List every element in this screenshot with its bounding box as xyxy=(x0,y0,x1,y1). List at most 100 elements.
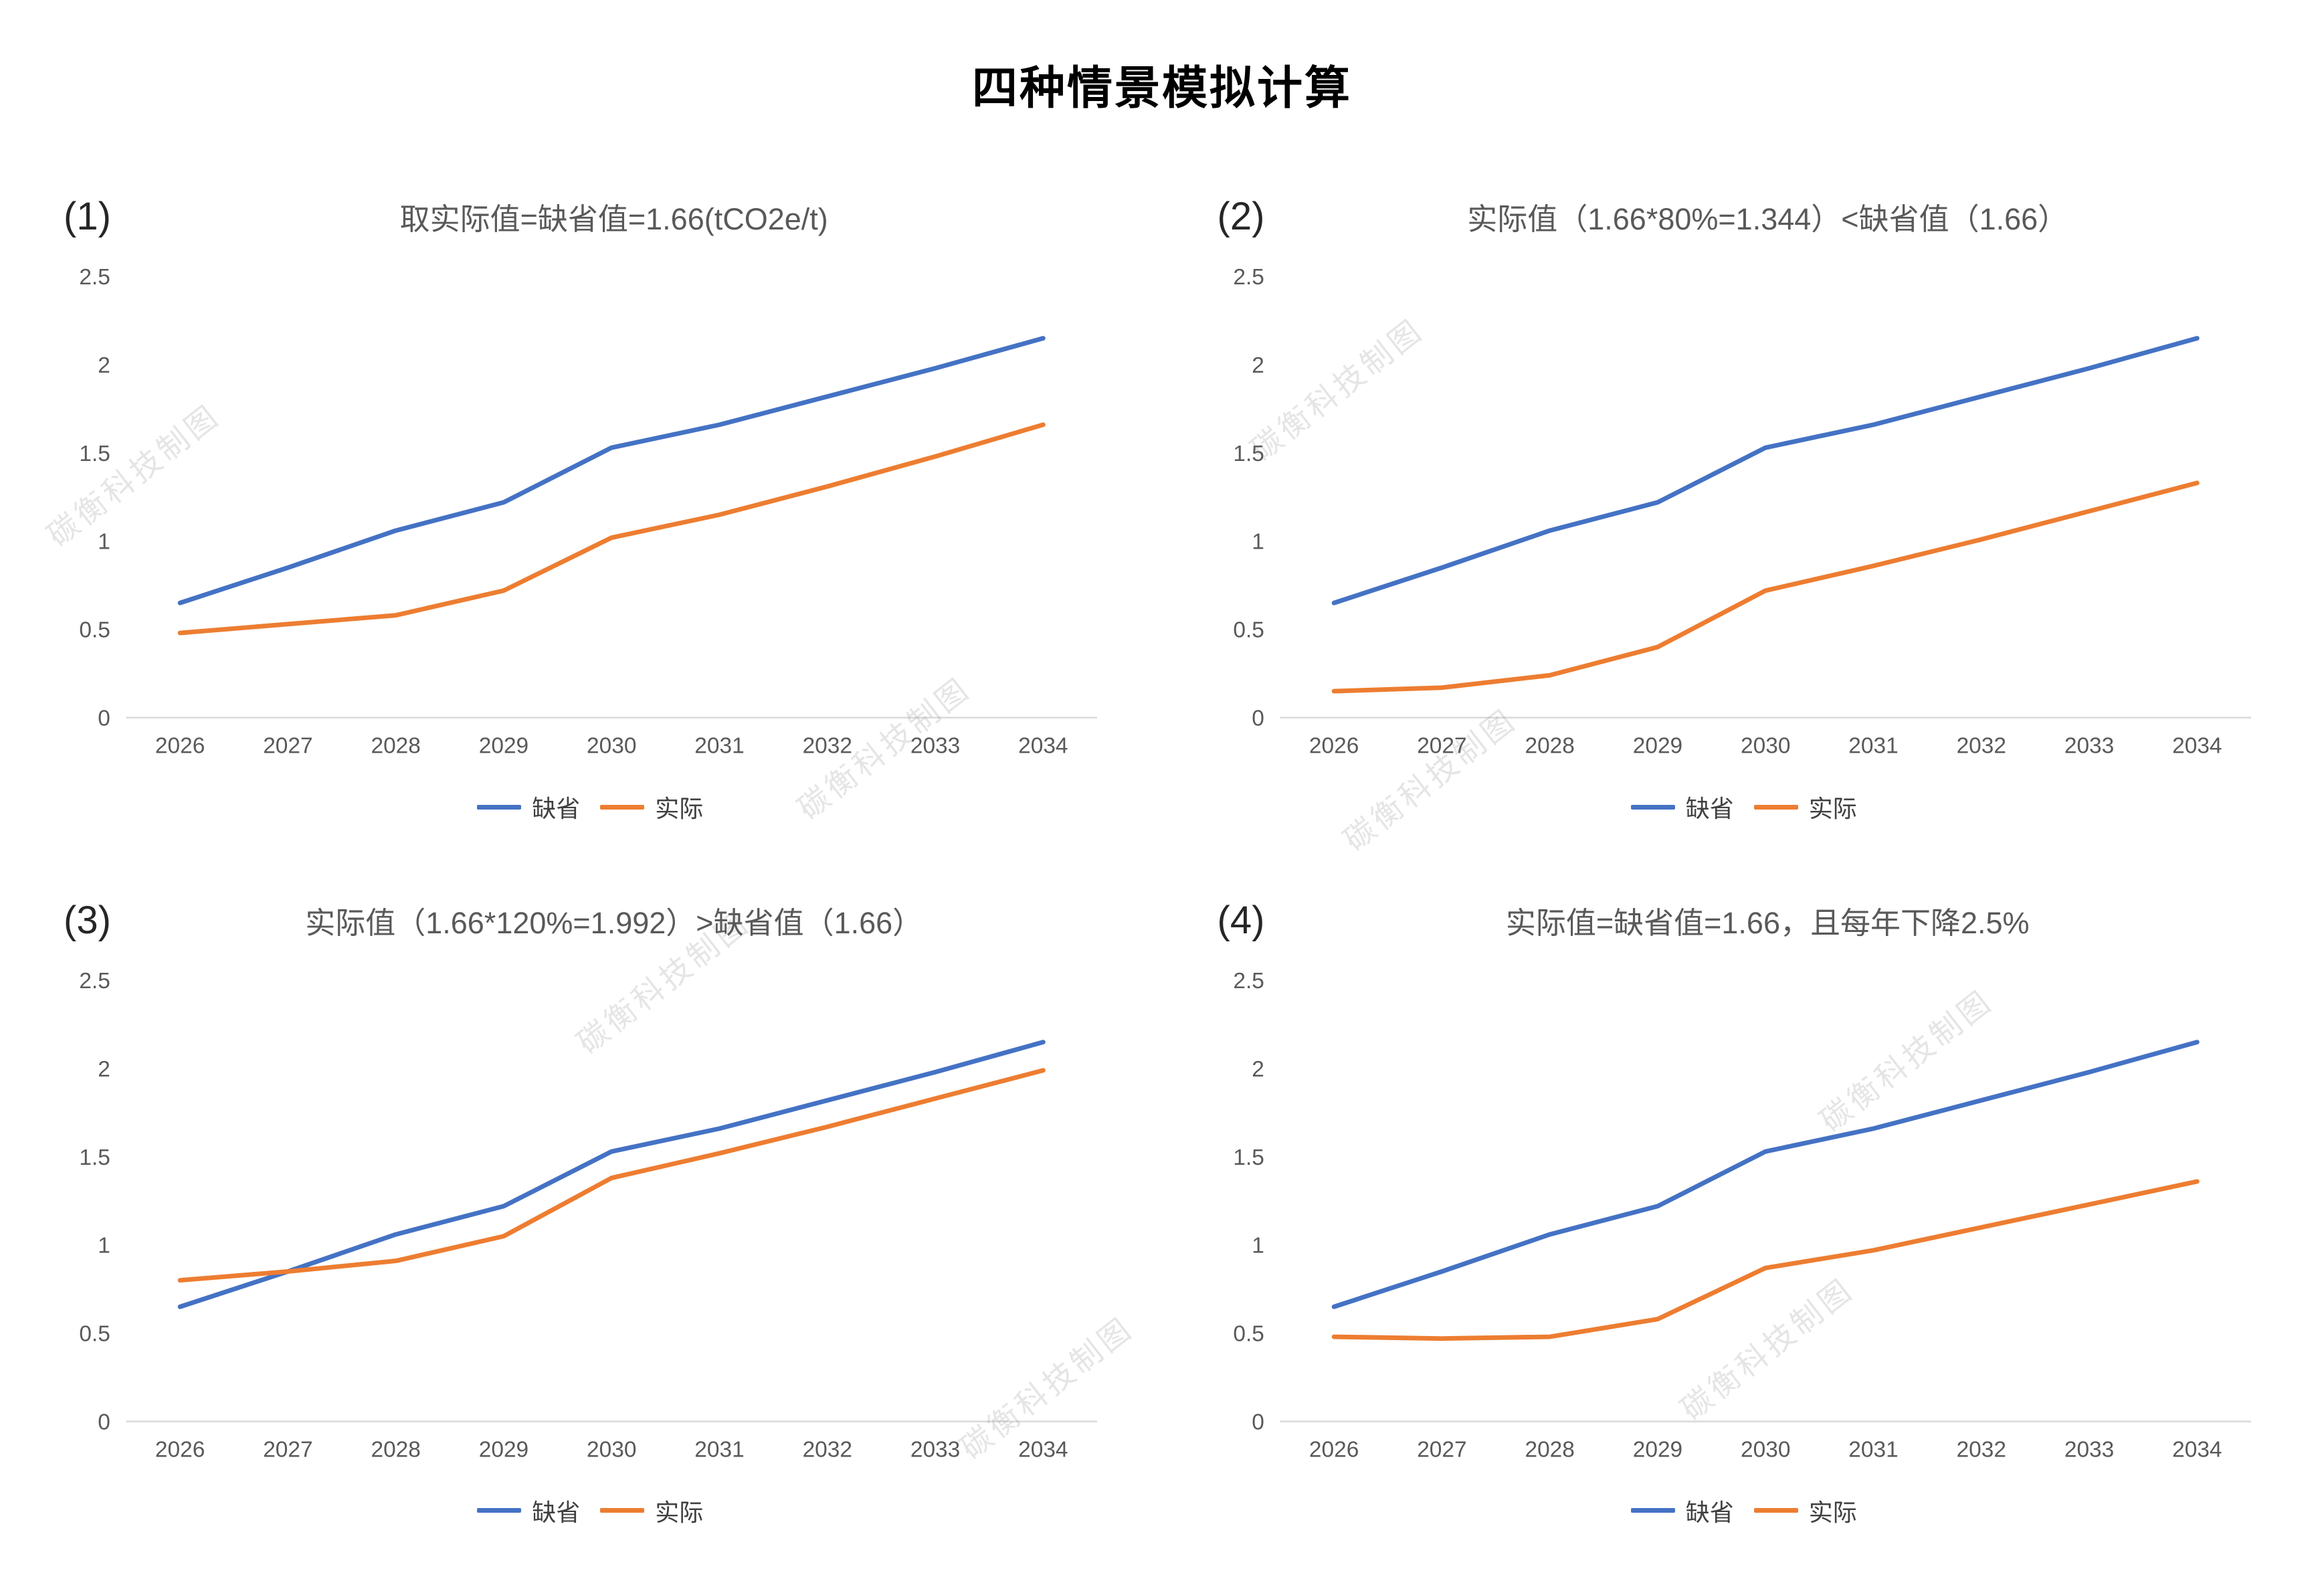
svg-text:2028: 2028 xyxy=(371,1438,420,1463)
legend-item-actual: 实际 xyxy=(600,1493,703,1528)
svg-text:2.5: 2.5 xyxy=(1233,265,1264,290)
svg-text:1.5: 1.5 xyxy=(79,1145,110,1170)
svg-text:2030: 2030 xyxy=(587,734,636,759)
legend-item-default: 缺省 xyxy=(1630,1493,1734,1528)
chart-panel-1: (1) 取实际值=缺省值=1.66(tCO2e/t) 0 0.5 1 1.5 2 2.5 2… xyxy=(64,194,1117,824)
legend-item-actual: 实际 xyxy=(1753,789,1857,824)
svg-text:2028: 2028 xyxy=(1525,734,1574,759)
legend-swatch-default xyxy=(1630,804,1675,810)
legend-swatch-actual xyxy=(1753,1508,1798,1513)
svg-text:0.5: 0.5 xyxy=(79,618,110,643)
svg-text:2032: 2032 xyxy=(1956,734,2006,759)
chart-header-3: (3) 实际值（1.66*120%=1.992）>缺省值（1.66） xyxy=(64,898,1117,943)
svg-text:2030: 2030 xyxy=(587,1438,636,1463)
svg-text:2030: 2030 xyxy=(1741,1438,1790,1463)
svg-text:2031: 2031 xyxy=(694,734,744,759)
svg-text:2030: 2030 xyxy=(1741,734,1790,759)
svg-text:2033: 2033 xyxy=(910,1438,960,1463)
chart-panel-3: (3) 实际值（1.66*120%=1.992）>缺省值（1.66） 0 0.5 1… xyxy=(64,898,1117,1528)
svg-text:2: 2 xyxy=(98,1057,110,1082)
svg-text:1: 1 xyxy=(98,1234,110,1258)
svg-text:2026: 2026 xyxy=(155,1438,205,1463)
svg-text:2027: 2027 xyxy=(1417,1438,1466,1463)
svg-text:2029: 2029 xyxy=(479,734,528,759)
legend-label-default: 缺省 xyxy=(1685,795,1734,823)
legend-swatch-actual xyxy=(1753,804,1798,810)
chart-header-4: (4) 实际值=缺省值=1.66，且每年下降2.5% xyxy=(1218,898,2271,943)
legend-label-actual: 实际 xyxy=(655,1498,704,1526)
legend-item-actual: 实际 xyxy=(1753,1493,1857,1528)
svg-text:0.5: 0.5 xyxy=(79,1322,110,1347)
svg-text:2: 2 xyxy=(1252,353,1264,378)
svg-text:2028: 2028 xyxy=(1525,1438,1574,1463)
line-chart-4: 0 0.5 1 1.5 2 2.5 2026 2027 2028 2029 2030 2031 2032… xyxy=(1233,969,2251,1463)
legend-swatch-default xyxy=(1630,1508,1675,1513)
page-title: 四种情景模拟计算 xyxy=(971,62,1352,114)
svg-text:1: 1 xyxy=(1252,1234,1264,1258)
legend-label-actual: 实际 xyxy=(1808,795,1857,823)
svg-text:2026: 2026 xyxy=(1309,1438,1358,1463)
chart-index-label-3: (3) xyxy=(64,899,111,943)
chart-title-3: 实际值（1.66*120%=1.992）>缺省值（1.66） xyxy=(305,906,923,941)
svg-text:0.5: 0.5 xyxy=(1233,618,1264,643)
svg-text:0: 0 xyxy=(1252,1410,1264,1434)
svg-text:1.5: 1.5 xyxy=(1233,1145,1264,1170)
svg-text:2029: 2029 xyxy=(479,1438,528,1463)
svg-text:2031: 2031 xyxy=(694,1438,744,1463)
chart-legend-4: 缺省 实际 xyxy=(1218,1493,2271,1528)
svg-text:2033: 2033 xyxy=(2064,734,2113,759)
svg-text:2031: 2031 xyxy=(1848,734,1898,759)
chart-title-1: 取实际值=缺省值=1.66(tCO2e/t) xyxy=(399,202,828,237)
line-chart-2: 0 0.5 1 1.5 2 2.5 2026 2027 2028 2029 2030 2031 2032… xyxy=(1233,265,2251,759)
svg-text:2.5: 2.5 xyxy=(79,265,110,290)
svg-text:2.5: 2.5 xyxy=(1233,969,1264,994)
svg-text:2034: 2034 xyxy=(2172,1438,2222,1463)
svg-text:0.5: 0.5 xyxy=(1233,1322,1264,1347)
legend-swatch-default xyxy=(477,1508,522,1513)
legend-item-actual: 实际 xyxy=(600,789,703,824)
svg-text:2026: 2026 xyxy=(155,734,205,759)
svg-text:2: 2 xyxy=(1252,1057,1264,1082)
svg-text:2027: 2027 xyxy=(263,1438,312,1463)
svg-text:2029: 2029 xyxy=(1632,1438,1682,1463)
svg-text:2032: 2032 xyxy=(1956,1438,2006,1463)
svg-text:0: 0 xyxy=(1252,706,1264,731)
legend-item-default: 缺省 xyxy=(477,1493,580,1528)
chart-title-2: 实际值（1.66*80%=1.344）<缺省值（1.66） xyxy=(1467,202,2068,237)
chart-index-label-4: (4) xyxy=(1217,899,1265,943)
charts-grid: (1) 取实际值=缺省值=1.66(tCO2e/t) 0 0.5 1 1.5 2 2.5 2… xyxy=(0,147,2324,1528)
line-chart-3: 0 0.5 1 1.5 2 2.5 2026 2027 2028 2029 2030 2031 2032… xyxy=(79,969,1097,1463)
svg-text:2027: 2027 xyxy=(1417,734,1466,759)
legend-item-default: 缺省 xyxy=(477,789,580,824)
svg-text:1: 1 xyxy=(1252,530,1264,555)
chart-legend-1: 缺省 实际 xyxy=(64,789,1117,824)
chart-index-label-2: (2) xyxy=(1217,195,1265,239)
svg-text:1.5: 1.5 xyxy=(79,442,110,466)
svg-text:2032: 2032 xyxy=(803,734,852,759)
legend-label-actual: 实际 xyxy=(1808,1498,1857,1526)
chart-panel-4: (4) 实际值=缺省值=1.66，且每年下降2.5% 0 0.5 1 1.5 2 2.5 2… xyxy=(1218,898,2271,1528)
svg-text:2031: 2031 xyxy=(1848,1438,1898,1463)
svg-text:2.5: 2.5 xyxy=(79,969,110,994)
svg-text:2033: 2033 xyxy=(910,734,960,759)
chart-legend-3: 缺省 实际 xyxy=(64,1493,1117,1528)
legend-label-default: 缺省 xyxy=(1685,1498,1734,1526)
svg-text:1.5: 1.5 xyxy=(1233,442,1264,466)
svg-text:2: 2 xyxy=(98,353,110,378)
svg-text:0: 0 xyxy=(98,706,110,731)
legend-label-actual: 实际 xyxy=(655,795,704,823)
svg-text:2028: 2028 xyxy=(371,734,420,759)
legend-label-default: 缺省 xyxy=(532,1498,581,1526)
svg-text:2032: 2032 xyxy=(803,1438,852,1463)
chart-header-1: (1) 取实际值=缺省值=1.66(tCO2e/t) xyxy=(64,194,1117,239)
chart-legend-2: 缺省 实际 xyxy=(1218,789,2271,824)
chart-header-2: (2) 实际值（1.66*80%=1.344）<缺省值（1.66） xyxy=(1218,194,2271,239)
svg-text:2026: 2026 xyxy=(1309,734,1358,759)
svg-text:2034: 2034 xyxy=(1018,734,1068,759)
svg-text:2027: 2027 xyxy=(263,734,312,759)
legend-swatch-actual xyxy=(600,804,645,810)
chart-title-4: 实际值=缺省值=1.66，且每年下降2.5% xyxy=(1505,906,2030,941)
svg-text:2034: 2034 xyxy=(2172,734,2222,759)
svg-text:2034: 2034 xyxy=(1018,1438,1068,1463)
legend-swatch-default xyxy=(477,804,522,810)
